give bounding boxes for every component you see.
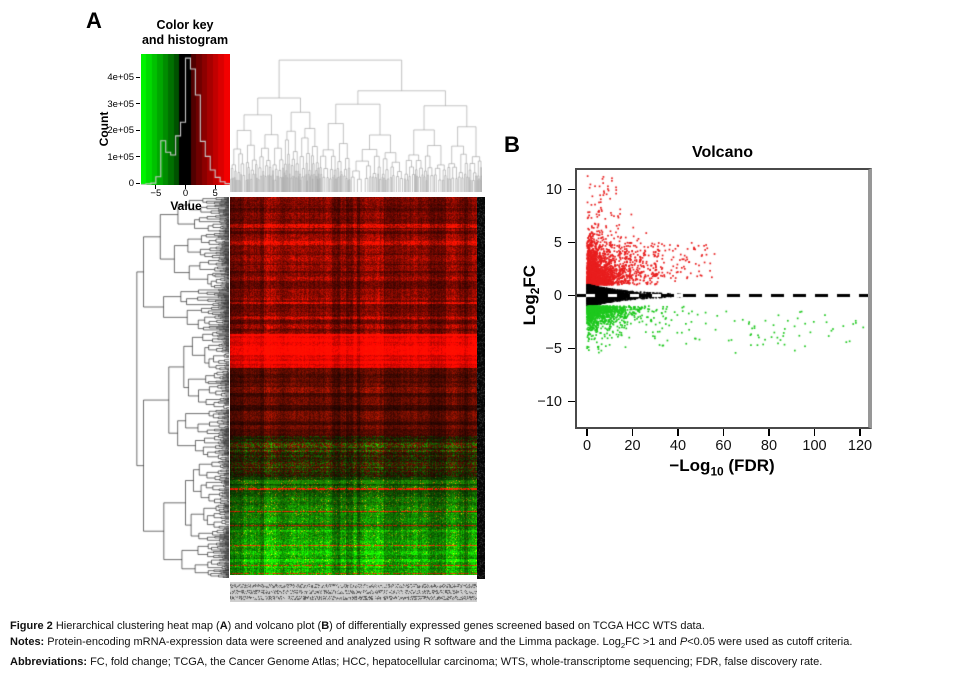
volcano-y-tick-label: −5	[545, 340, 562, 357]
volcano-x-tick-mark	[722, 429, 725, 436]
caption-segment: ) of differentially expressed genes scre…	[329, 620, 705, 632]
heatmap-canvas	[230, 197, 477, 575]
volcano-x-tick-mark	[813, 429, 816, 436]
volcano-y-axis-label-tail: FC	[519, 264, 539, 288]
volcano-x-axis-label-tail: (FDR)	[723, 456, 775, 475]
volcano-x-tick-label: 20	[624, 438, 641, 454]
value-tick-mark	[155, 185, 157, 189]
volcano-y-tick-mark	[568, 188, 575, 191]
caption-line: Abbreviations: FC, fold change; TCGA, th…	[10, 654, 954, 670]
volcano-y-tick-label: −10	[537, 393, 562, 410]
caption-segment: Hierarchical clustering heat map (	[52, 620, 220, 632]
volcano-x-tick-mark	[631, 429, 634, 436]
volcano-title: Volcano	[691, 144, 754, 161]
volcano-x-tick-mark	[586, 429, 588, 436]
volcano-canvas	[577, 170, 868, 427]
caption-segment: Protein-encoding mRNA-expression data we…	[44, 636, 621, 648]
volcano-y-tick-mark	[568, 294, 575, 297]
volcano-x-axis-label-text: −Log	[669, 456, 711, 475]
count-tick-mark	[136, 156, 140, 158]
caption-segment: Notes:	[10, 636, 45, 648]
value-tick-mark	[185, 185, 186, 189]
volcano-y-tick-mark	[568, 347, 575, 350]
volcano-y-tick-mark	[568, 400, 575, 403]
caption-segment: 2	[620, 641, 626, 651]
column-dendrogram-canvas	[230, 55, 482, 192]
count-tick-mark	[136, 76, 140, 78]
count-tick-mark	[136, 103, 140, 105]
volcano-x-axis-label: −Log10 (FDR)	[622, 456, 822, 478]
volcano-x-tick-mark	[859, 429, 861, 436]
caption-segment: Figure 2	[10, 620, 53, 632]
caption-segment: ) and volcano plot (	[227, 620, 322, 632]
panel-a-label: A	[86, 8, 102, 33]
volcano-x-axis-label-sub: 10	[710, 464, 724, 479]
value-tick-label: 0	[182, 188, 189, 199]
color-key-canvas	[141, 54, 230, 185]
caption-segment: Abbreviations:	[10, 656, 88, 669]
color-key-title-line2: and histogram	[141, 33, 229, 47]
color-key-title-line1: Color key	[156, 18, 214, 32]
caption-segment: P	[679, 636, 688, 648]
count-tick-label: 2e+05	[107, 125, 134, 137]
count-tick-label: 4e+05	[107, 72, 134, 84]
volcano-x-tick-label: 100	[802, 438, 827, 454]
count-tick-label: 1e+05	[107, 151, 134, 163]
volcano-x-tick-label: 0	[582, 438, 592, 454]
volcano-x-tick-label: 60	[715, 438, 732, 454]
row-dendrogram-canvas	[133, 197, 229, 578]
volcano-y-tick-label: 0	[553, 287, 562, 304]
volcano-y-tick-mark	[568, 241, 575, 244]
column-labels-strip	[230, 582, 477, 602]
volcano-y-tick-label: 5	[553, 234, 562, 251]
volcano-x-tick-mark	[768, 429, 770, 436]
count-tick-label: 0	[128, 178, 134, 189]
caption-line: Notes: Protein-encoding mRNA-expression …	[10, 634, 954, 654]
caption-segment: FC, fold change; TCGA, the Cancer Genome…	[87, 656, 823, 669]
row-labels-strip	[477, 197, 485, 579]
count-tick-label: 3e+05	[107, 98, 134, 110]
volcano-x-tick-label: 120	[847, 438, 873, 454]
volcano-plot-box	[575, 168, 872, 429]
caption-segment: A	[219, 620, 228, 632]
count-tick-mark	[136, 182, 140, 184]
figure-caption: Figure 2 Hierarchical clustering heat ma…	[10, 618, 954, 670]
count-tick-mark	[136, 129, 140, 131]
panel-b-label: B	[504, 132, 520, 157]
value-tick-mark	[214, 185, 216, 189]
caption-segment: <0.05 were used as cutoff criteria.	[687, 636, 853, 648]
volcano-x-tick-label: 40	[669, 438, 687, 454]
value-tick-label: −5	[150, 188, 162, 199]
value-tick-label: 5	[212, 188, 218, 199]
volcano-x-tick-label: 80	[760, 438, 778, 454]
caption-line: Figure 2 Hierarchical clustering heat ma…	[10, 618, 954, 634]
volcano-x-tick-mark	[677, 429, 679, 436]
caption-segment: B	[321, 620, 330, 632]
volcano-y-tick-label: 10	[545, 181, 562, 198]
caption-segment: FC >1 and	[625, 636, 680, 648]
color-key-title: Color key and histogram	[120, 18, 250, 48]
